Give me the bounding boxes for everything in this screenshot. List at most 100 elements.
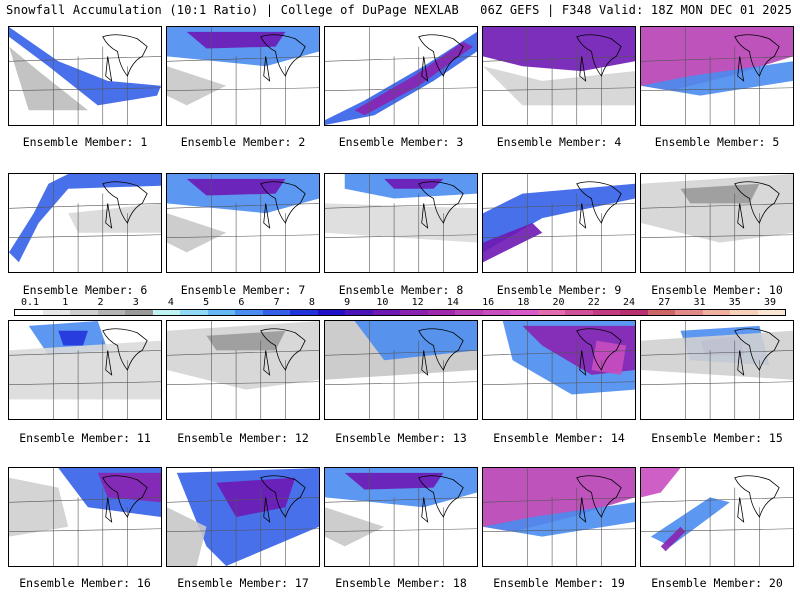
legend-swatch	[675, 310, 703, 315]
state-border	[167, 350, 319, 356]
legend-label: 18	[517, 297, 530, 308]
ensemble-member-label: Ensemble Member: 11	[19, 431, 151, 445]
legend-swatch	[97, 310, 125, 315]
snowfall-map	[325, 321, 477, 419]
legend-labels: 0.1 1 2 3 4 5 6 7 8 9 10 12 14 16 18 20 22 24 27 31 35 39	[14, 297, 786, 308]
snowfall-shading	[641, 330, 793, 380]
snowfall-shading	[354, 41, 474, 116]
snowfall-shading	[9, 46, 88, 111]
snowfall-shading	[660, 526, 686, 552]
legend-label: 1	[62, 297, 69, 308]
ensemble-map-panel	[482, 26, 636, 126]
legend-label: 7	[273, 297, 280, 308]
snowfall-shading	[483, 27, 635, 72]
great-lakes-outline	[102, 328, 148, 376]
great-lakes-outline	[734, 328, 780, 376]
snowfall-shading	[384, 178, 444, 189]
state-border	[641, 381, 793, 385]
legend-label: 9	[344, 297, 351, 308]
state-border	[167, 56, 319, 62]
ensemble-member-label: Ensemble Member: 4	[496, 135, 622, 149]
color-scale-legend: 0.1 1 2 3 4 5 6 7 8 9 10 12 14 16 18 20 22 24 27 31 35 39	[14, 297, 786, 317]
legend-label: 6	[238, 297, 245, 308]
state-border	[325, 234, 477, 238]
great-lakes-outline	[102, 475, 148, 523]
run-valid-time: 06Z GEFS | F348 Valid: 18Z MON DEC 01 20…	[480, 3, 792, 17]
snowfall-shading	[650, 497, 730, 547]
state-border	[325, 381, 477, 385]
state-border	[325, 87, 477, 91]
legend-swatch	[262, 310, 290, 315]
great-lakes-outline	[260, 181, 306, 229]
great-lakes-outline	[576, 181, 622, 229]
legend-swatch	[70, 310, 98, 315]
snowfall-map	[167, 321, 319, 419]
state-border	[9, 203, 161, 209]
snowfall-map	[483, 321, 635, 419]
ensemble-map-panel	[640, 467, 794, 567]
legend-label: 12	[411, 297, 424, 308]
snowfall-map	[167, 27, 319, 125]
legend-label: 0.1	[20, 297, 40, 308]
legend-swatch	[757, 310, 785, 315]
ensemble-map-panel	[8, 26, 162, 126]
legend-swatch	[702, 310, 730, 315]
snowfall-map	[9, 27, 161, 125]
legend-swatch	[42, 310, 70, 315]
ensemble-member-label: Ensemble Member: 3	[338, 135, 464, 149]
legend-swatch	[207, 310, 235, 315]
state-border	[483, 87, 635, 91]
state-border	[167, 528, 319, 532]
great-lakes-outline	[576, 328, 622, 376]
snowfall-map	[325, 468, 477, 566]
legend-label: 2	[97, 297, 104, 308]
legend-swatch	[317, 310, 345, 315]
ensemble-map-panel	[8, 320, 162, 420]
legend-label: 8	[308, 297, 315, 308]
legend-swatch	[345, 310, 373, 315]
ensemble-member-label: Ensemble Member: 14	[493, 431, 625, 445]
snowfall-shading	[167, 321, 319, 390]
state-border	[483, 350, 635, 356]
legend-swatch	[15, 310, 43, 315]
snowfall-shading	[641, 468, 681, 498]
snowfall-shading	[325, 31, 477, 125]
great-lakes-outline	[418, 475, 464, 523]
legend-swatch	[537, 310, 565, 315]
legend-swatch	[510, 310, 538, 315]
ensemble-map-panel	[482, 173, 636, 273]
ensemble-map-panel	[166, 467, 320, 567]
snowfall-shading	[167, 213, 227, 253]
ensemble-member-label: Ensemble Member: 12	[177, 431, 309, 445]
great-lakes-outline	[576, 34, 622, 82]
snowfall-shading	[641, 174, 793, 243]
state-border	[641, 497, 793, 503]
great-lakes-outline	[576, 475, 622, 523]
snowfall-map	[9, 321, 161, 419]
snowfall-map	[167, 174, 319, 272]
legend-swatch	[455, 310, 483, 315]
legend-swatch	[427, 310, 455, 315]
legend-swatch	[592, 310, 620, 315]
ensemble-map-panel	[324, 320, 478, 420]
state-border	[483, 203, 635, 209]
ensemble-map-panel	[166, 320, 320, 420]
state-border	[9, 528, 161, 532]
state-border	[483, 234, 635, 238]
legend-swatch	[647, 310, 675, 315]
snowfall-shading	[9, 340, 161, 400]
ensemble-map-panel	[640, 173, 794, 273]
snowfall-map	[483, 468, 635, 566]
great-lakes-outline	[418, 181, 464, 229]
legend-swatch	[290, 310, 318, 315]
legend-swatch	[180, 310, 208, 315]
state-border	[167, 203, 319, 209]
snowfall-shading	[58, 330, 88, 346]
state-border	[641, 350, 793, 356]
snowfall-shading	[206, 330, 286, 351]
snowfall-map	[483, 174, 635, 272]
great-lakes-outline	[260, 34, 306, 82]
snowfall-shading	[325, 507, 385, 547]
state-border	[641, 528, 793, 532]
state-border	[9, 87, 161, 91]
